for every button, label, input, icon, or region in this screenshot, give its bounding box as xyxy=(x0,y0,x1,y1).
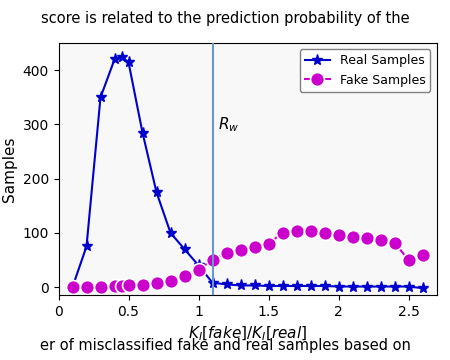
Real Samples xyxy=(420,286,425,290)
Real Samples xyxy=(238,283,243,288)
Y-axis label: Samples: Samples xyxy=(2,136,17,202)
Text: er of misclassified fake and real samples based on: er of misclassified fake and real sample… xyxy=(40,338,410,353)
Real Samples xyxy=(336,284,341,289)
Real Samples xyxy=(406,284,411,289)
Real Samples xyxy=(112,57,117,62)
Text: $R_w$: $R_w$ xyxy=(218,115,239,134)
Real Samples xyxy=(70,285,75,289)
Real Samples xyxy=(154,190,159,194)
Fake Samples xyxy=(154,281,159,285)
Real Samples xyxy=(196,263,201,267)
Fake Samples xyxy=(210,258,215,262)
Fake Samples xyxy=(350,234,355,239)
Real Samples xyxy=(280,284,285,288)
Real Samples xyxy=(210,280,215,285)
Fake Samples xyxy=(168,278,173,283)
Line: Real Samples: Real Samples xyxy=(67,51,428,294)
X-axis label: $K_I[fake]/K_I[real]$: $K_I[fake]/K_I[real]$ xyxy=(188,324,307,343)
Real Samples xyxy=(119,55,124,59)
Real Samples xyxy=(98,95,103,100)
Real Samples xyxy=(322,284,327,288)
Fake Samples xyxy=(98,284,103,289)
Fake Samples xyxy=(294,229,299,233)
Real Samples xyxy=(252,283,257,288)
Fake Samples xyxy=(406,258,411,262)
Fake Samples xyxy=(70,285,75,289)
Fake Samples xyxy=(112,284,117,288)
Fake Samples xyxy=(224,251,229,255)
Fake Samples xyxy=(420,252,425,257)
Real Samples xyxy=(266,284,271,288)
Text: score is related to the prediction probability of the: score is related to the prediction proba… xyxy=(40,11,410,26)
Real Samples xyxy=(182,247,187,251)
Fake Samples xyxy=(119,284,124,288)
Fake Samples xyxy=(126,283,131,288)
Fake Samples xyxy=(322,231,327,235)
Real Samples xyxy=(126,60,131,64)
Legend: Real Samples, Fake Samples: Real Samples, Fake Samples xyxy=(300,49,430,92)
Real Samples xyxy=(378,284,383,289)
Line: Fake Samples: Fake Samples xyxy=(66,224,429,294)
Real Samples xyxy=(392,284,397,289)
Real Samples xyxy=(364,284,369,289)
Fake Samples xyxy=(140,283,145,287)
Real Samples xyxy=(294,284,299,288)
Fake Samples xyxy=(266,242,271,246)
Fake Samples xyxy=(280,231,285,235)
Fake Samples xyxy=(84,285,89,289)
Real Samples xyxy=(84,244,89,249)
Real Samples xyxy=(350,284,355,289)
Fake Samples xyxy=(308,229,313,233)
Fake Samples xyxy=(196,267,201,272)
Fake Samples xyxy=(378,238,383,242)
Fake Samples xyxy=(336,232,341,237)
Fake Samples xyxy=(364,236,369,240)
Real Samples xyxy=(224,282,229,287)
Real Samples xyxy=(140,130,145,135)
Fake Samples xyxy=(252,245,257,249)
Fake Samples xyxy=(392,240,397,245)
Fake Samples xyxy=(182,274,187,278)
Real Samples xyxy=(168,231,173,235)
Real Samples xyxy=(308,284,313,288)
Fake Samples xyxy=(238,248,243,252)
